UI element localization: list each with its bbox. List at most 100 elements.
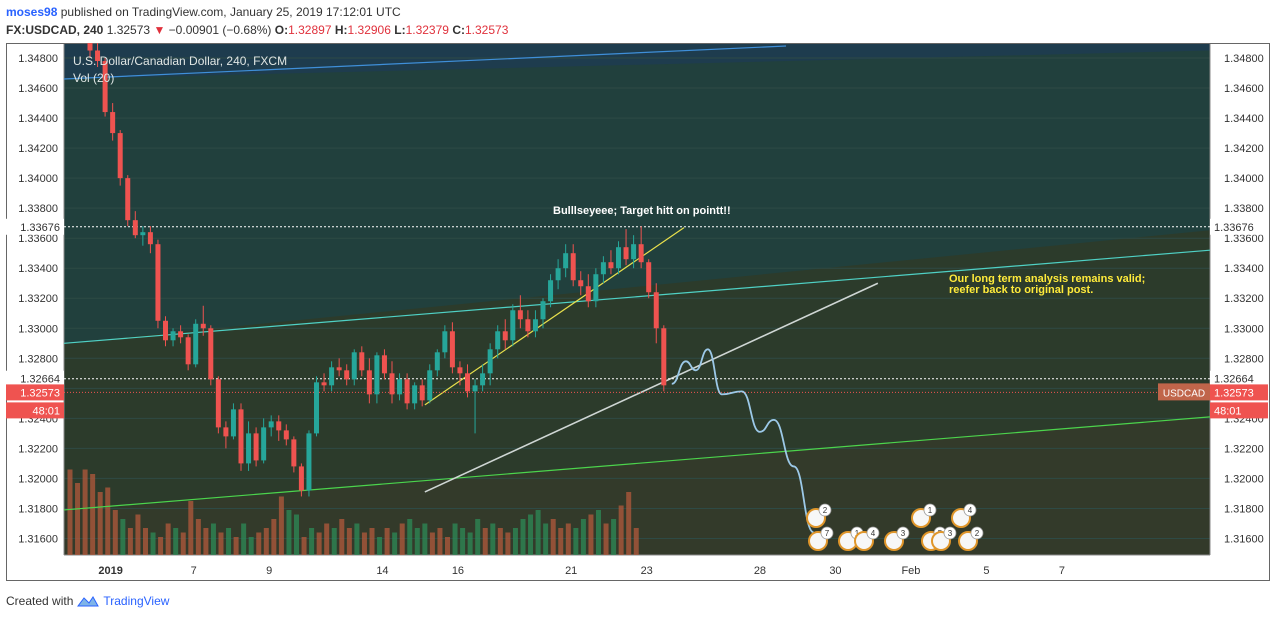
volume-bar	[263, 528, 269, 555]
candle-body	[555, 268, 561, 281]
candle-body	[540, 301, 546, 320]
candle-body	[653, 292, 659, 329]
author-name[interactable]: moses98	[6, 5, 58, 19]
candle-body	[117, 133, 123, 179]
price-label: 1.32573	[1214, 387, 1254, 399]
y-axis-tick-right: 1.32200	[1224, 443, 1264, 455]
volume-bar	[429, 532, 435, 555]
y-axis-tick-right: 1.33800	[1224, 203, 1264, 215]
candle-body	[381, 355, 387, 374]
volume-bar	[294, 514, 299, 555]
volume-bar	[324, 523, 330, 555]
volume-bar	[512, 528, 518, 555]
x-axis-tick: 14	[376, 565, 388, 577]
volume-bar	[377, 537, 383, 555]
candle-body	[95, 50, 101, 62]
candle-body	[389, 373, 395, 395]
event-count-label: 2	[975, 529, 980, 538]
y-axis-tick-left: 1.33000	[18, 323, 58, 335]
publish-line: moses98 published on TradingView.com, Ja…	[6, 5, 401, 19]
candle-body	[110, 112, 116, 134]
candle-body	[457, 367, 463, 374]
candle-body	[268, 421, 274, 428]
volume-bar	[452, 523, 458, 555]
volume-bar	[505, 532, 511, 555]
y-axis-tick-right: 1.33000	[1224, 323, 1264, 335]
x-axis-tick: 9	[266, 565, 272, 577]
volume-bar	[180, 532, 186, 555]
y-axis-tick-left: 1.34400	[18, 113, 58, 125]
candle-body	[525, 319, 531, 332]
candle-body	[102, 61, 108, 113]
indicator-label: Vol (20)	[73, 71, 114, 85]
candle-body	[163, 320, 168, 341]
tradingview-brand[interactable]: TradingView	[103, 594, 170, 608]
price-label-box	[6, 384, 64, 401]
x-axis-tick: 5	[983, 565, 989, 577]
y-axis-tick-left: 1.34600	[18, 83, 58, 95]
volume-bar	[361, 532, 367, 555]
candle-body	[548, 280, 554, 302]
mid-cyan-trendline	[63, 249, 1211, 344]
volume-bar	[316, 532, 322, 555]
candle-body	[193, 323, 199, 365]
y-axis-tick-right: 1.34600	[1224, 83, 1264, 95]
tradingview-logo-icon	[77, 596, 100, 607]
volume-bar	[490, 523, 496, 555]
candle-body	[646, 262, 652, 293]
y-axis-tick-right: 1.32800	[1224, 353, 1264, 365]
x-axis-tick: 16	[452, 565, 464, 577]
price-label: 1.33676	[1214, 222, 1254, 234]
volume-bar	[467, 532, 473, 555]
y-axis-tick-left: 1.33600	[18, 233, 58, 245]
price-chart[interactable]: 1.34800 1.34800 1.34600 1.34600 1.34400 1.344…	[6, 43, 1270, 581]
event-count-badge	[963, 503, 977, 517]
candle-body	[208, 328, 214, 380]
volume-bar	[188, 501, 194, 555]
candle-body	[487, 349, 493, 374]
volume-bar	[528, 514, 534, 555]
candle-body	[155, 244, 161, 321]
volume-bar	[437, 528, 443, 555]
created-with-text: Created with	[6, 594, 74, 608]
volume-bar	[354, 523, 360, 555]
volume-bar	[105, 487, 111, 555]
y-axis-tick-right: 1.31800	[1224, 503, 1264, 515]
candle-body	[631, 244, 637, 260]
grey-support-line	[424, 282, 879, 493]
top-channel-fill	[64, 43, 1210, 80]
volume-bar	[596, 510, 601, 555]
candle-body	[502, 331, 508, 341]
event-count-badge	[923, 503, 937, 517]
x-axis-tick: 7	[1059, 565, 1065, 577]
price-label: 1.32664	[1214, 374, 1254, 386]
price-label-box	[1210, 402, 1268, 419]
event-count-label: 3	[901, 529, 906, 538]
y-axis-tick-right: 1.31600	[1224, 533, 1264, 545]
volume-bar	[75, 483, 81, 555]
candle-body	[593, 274, 599, 302]
price-change: −0.00901 (−0.68%)	[168, 23, 272, 37]
volume-bar	[143, 528, 148, 555]
volume-bar	[82, 469, 88, 555]
candle-body	[412, 385, 418, 404]
y-axis-tick-right: 1.34800	[1224, 53, 1264, 65]
volume-bar	[460, 528, 466, 555]
event-count-label: 3	[948, 529, 953, 538]
candle-body	[298, 466, 304, 491]
candle-body	[442, 331, 448, 353]
volume-bar	[226, 528, 232, 555]
event-count-label: 2	[823, 506, 828, 515]
volume-bar	[588, 514, 594, 555]
price-label: 48:01	[32, 405, 60, 417]
chart-border	[6, 43, 1270, 581]
event-count-label: 4	[968, 506, 973, 515]
volume-bar	[550, 519, 556, 555]
volume-bar	[218, 532, 224, 555]
candle-body	[585, 286, 591, 302]
candle-body	[532, 319, 538, 332]
candle-body	[434, 352, 440, 371]
candle-body	[230, 409, 236, 437]
open-label: O:	[274, 23, 289, 37]
high-value: 1.32906	[347, 23, 391, 37]
